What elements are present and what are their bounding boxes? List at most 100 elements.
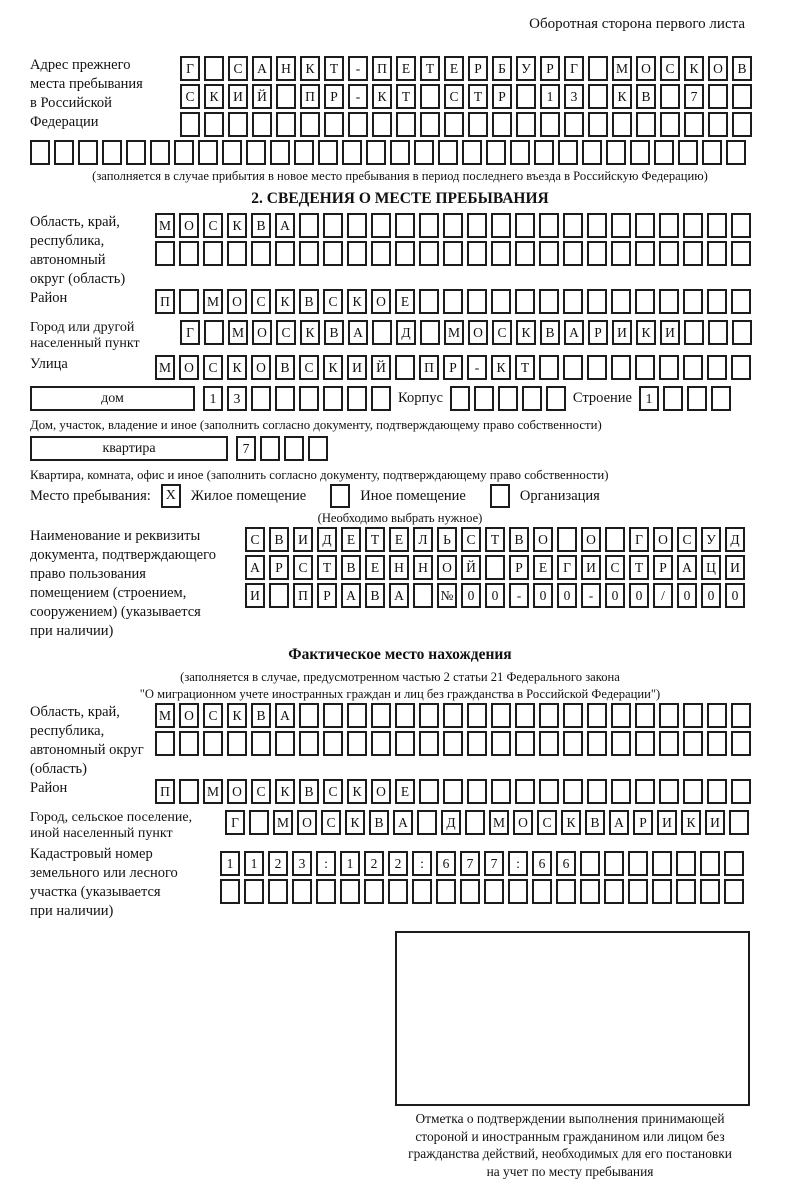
char-cell[interactable]: 6	[436, 851, 456, 876]
char-cell[interactable]: К	[227, 213, 247, 238]
char-cell[interactable]	[683, 241, 703, 266]
char-cell[interactable]: И	[612, 320, 632, 345]
char-cell[interactable]	[635, 241, 655, 266]
char-cell[interactable]	[563, 213, 583, 238]
char-cell[interactable]: Т	[485, 527, 505, 552]
char-cell[interactable]	[473, 386, 494, 411]
char-cell[interactable]: С	[660, 56, 680, 81]
char-cell[interactable]	[484, 879, 504, 904]
char-cell[interactable]	[252, 112, 272, 137]
char-cell[interactable]: 2	[268, 851, 288, 876]
char-cell[interactable]	[468, 112, 488, 137]
char-cell[interactable]: О	[179, 213, 199, 238]
char-cell[interactable]	[545, 386, 566, 411]
char-cell[interactable]: Е	[341, 527, 361, 552]
char-cell[interactable]	[467, 241, 487, 266]
char-cell[interactable]	[467, 289, 487, 314]
char-cell[interactable]	[443, 779, 463, 804]
char-cell[interactable]: С	[293, 555, 313, 580]
char-cell[interactable]	[516, 84, 536, 109]
char-cell[interactable]: В	[341, 555, 361, 580]
char-cell[interactable]: Р	[324, 84, 344, 109]
char-cell[interactable]	[539, 703, 559, 728]
char-cell[interactable]	[676, 851, 696, 876]
char-cell[interactable]: -	[581, 583, 601, 608]
char-cell[interactable]	[539, 779, 559, 804]
char-cell[interactable]: 0	[701, 583, 721, 608]
char-cell[interactable]: В	[365, 583, 385, 608]
char-cell[interactable]: О	[581, 527, 601, 552]
char-cell[interactable]	[299, 213, 319, 238]
char-cell[interactable]: В	[369, 810, 389, 835]
char-cell[interactable]	[612, 112, 632, 137]
char-cell[interactable]: К	[561, 810, 581, 835]
char-cell[interactable]	[419, 703, 439, 728]
char-cell[interactable]: 1	[203, 386, 223, 411]
char-cell[interactable]: -	[509, 583, 529, 608]
char-cell[interactable]: 1	[220, 851, 240, 876]
char-cell[interactable]: П	[300, 84, 320, 109]
char-cell[interactable]	[244, 879, 264, 904]
char-cell[interactable]: И	[660, 320, 680, 345]
house-box[interactable]: дом	[30, 386, 195, 411]
char-cell[interactable]	[707, 355, 727, 380]
char-cell[interactable]	[276, 84, 296, 109]
char-cell[interactable]: 0	[557, 583, 577, 608]
char-cell[interactable]	[659, 241, 679, 266]
char-cell[interactable]	[436, 879, 456, 904]
char-cell[interactable]	[347, 703, 367, 728]
char-cell[interactable]: В	[299, 779, 319, 804]
char-cell[interactable]: Т	[324, 56, 344, 81]
char-cell[interactable]: 6	[556, 851, 576, 876]
char-cell[interactable]: Т	[396, 84, 416, 109]
char-cell[interactable]	[635, 731, 655, 756]
char-cell[interactable]	[174, 140, 194, 165]
char-cell[interactable]: Т	[468, 84, 488, 109]
char-cell[interactable]	[150, 140, 170, 165]
char-cell[interactable]	[372, 320, 392, 345]
char-cell[interactable]: Е	[395, 779, 415, 804]
char-cell[interactable]: О	[371, 779, 391, 804]
char-cell[interactable]	[628, 851, 648, 876]
char-cell[interactable]	[707, 289, 727, 314]
char-cell[interactable]	[659, 779, 679, 804]
char-cell[interactable]: В	[636, 84, 656, 109]
char-cell[interactable]: :	[508, 851, 528, 876]
char-cell[interactable]: Е	[444, 56, 464, 81]
char-cell[interactable]	[395, 703, 415, 728]
char-cell[interactable]	[155, 731, 175, 756]
char-cell[interactable]	[564, 112, 584, 137]
char-cell[interactable]: Р	[588, 320, 608, 345]
char-cell[interactable]: Р	[509, 555, 529, 580]
char-cell[interactable]	[419, 241, 439, 266]
char-cell[interactable]	[443, 731, 463, 756]
char-cell[interactable]: С	[461, 527, 481, 552]
char-cell[interactable]	[486, 140, 506, 165]
checkbox-organization[interactable]	[489, 484, 510, 508]
char-cell[interactable]	[652, 851, 672, 876]
char-cell[interactable]	[284, 436, 304, 461]
char-cell[interactable]	[659, 731, 679, 756]
char-cell[interactable]	[467, 779, 487, 804]
char-cell[interactable]	[707, 241, 727, 266]
char-cell[interactable]: С	[323, 779, 343, 804]
char-cell[interactable]: В	[299, 289, 319, 314]
char-cell[interactable]	[300, 112, 320, 137]
char-cell[interactable]: М	[203, 289, 223, 314]
char-cell[interactable]	[611, 213, 631, 238]
char-cell[interactable]	[204, 112, 224, 137]
char-cell[interactable]	[299, 703, 319, 728]
char-cell[interactable]	[220, 879, 240, 904]
char-cell[interactable]	[652, 879, 672, 904]
char-cell[interactable]: 7	[236, 436, 256, 461]
char-cell[interactable]	[371, 703, 391, 728]
char-cell[interactable]: С	[228, 56, 248, 81]
char-cell[interactable]	[563, 289, 583, 314]
char-cell[interactable]	[413, 583, 433, 608]
char-cell[interactable]: О	[252, 320, 272, 345]
char-cell[interactable]	[508, 879, 528, 904]
char-cell[interactable]: М	[444, 320, 464, 345]
char-cell[interactable]	[708, 84, 728, 109]
char-cell[interactable]: О	[227, 289, 247, 314]
char-cell[interactable]	[443, 703, 463, 728]
